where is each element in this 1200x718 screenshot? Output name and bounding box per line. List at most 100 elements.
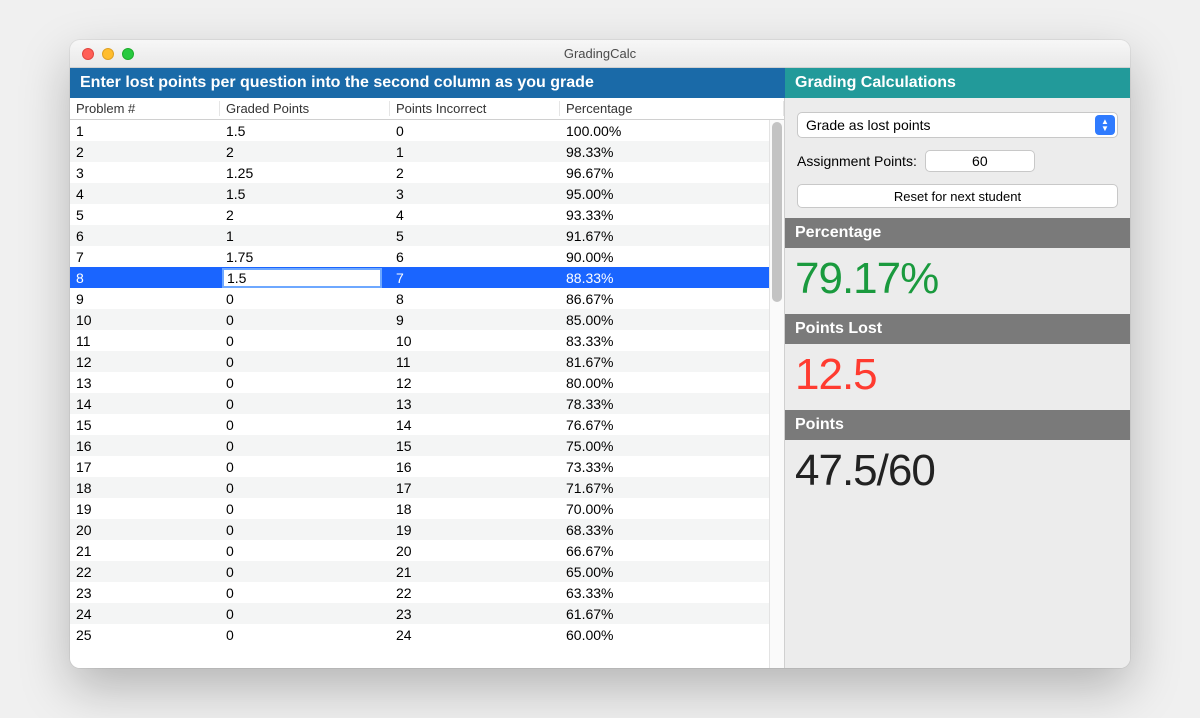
cell-incorrect[interactable]: 21 — [390, 564, 560, 580]
cell-percentage[interactable]: 60.00% — [560, 627, 784, 643]
cell-problem[interactable]: 18 — [70, 480, 220, 496]
cell-graded[interactable]: 0 — [220, 375, 390, 391]
cell-graded[interactable]: 0 — [220, 459, 390, 475]
cell-percentage[interactable]: 96.67% — [560, 165, 784, 181]
table-row[interactable]: 22198.33% — [70, 141, 784, 162]
cell-graded[interactable]: 0 — [220, 312, 390, 328]
table-row[interactable]: 2202165.00% — [70, 561, 784, 582]
cell-percentage[interactable]: 90.00% — [560, 249, 784, 265]
cell-incorrect[interactable]: 18 — [390, 501, 560, 517]
cell-graded[interactable]: 2 — [220, 144, 390, 160]
cell-percentage[interactable]: 61.67% — [560, 606, 784, 622]
column-header-incorrect[interactable]: Points Incorrect — [390, 101, 560, 116]
cell-graded[interactable]: 1.25 — [220, 165, 390, 181]
table-row[interactable]: 61591.67% — [70, 225, 784, 246]
cell-incorrect[interactable]: 10 — [390, 333, 560, 349]
table-row[interactable]: 31.25296.67% — [70, 162, 784, 183]
cell-graded[interactable]: 0 — [220, 543, 390, 559]
cell-problem[interactable]: 9 — [70, 291, 220, 307]
cell-problem[interactable]: 4 — [70, 186, 220, 202]
table-row[interactable]: 1801771.67% — [70, 477, 784, 498]
cell-percentage[interactable]: 98.33% — [560, 144, 784, 160]
cell-percentage[interactable]: 86.67% — [560, 291, 784, 307]
cell-problem[interactable]: 5 — [70, 207, 220, 223]
reset-button[interactable]: Reset for next student — [797, 184, 1118, 208]
table-row[interactable]: 1701673.33% — [70, 456, 784, 477]
cell-problem[interactable]: 19 — [70, 501, 220, 517]
cell-percentage[interactable]: 71.67% — [560, 480, 784, 496]
table-row[interactable]: 90886.67% — [70, 288, 784, 309]
cell-percentage[interactable]: 91.67% — [560, 228, 784, 244]
cell-problem[interactable]: 24 — [70, 606, 220, 622]
close-icon[interactable] — [82, 48, 94, 60]
cell-graded[interactable]: 0 — [220, 354, 390, 370]
cell-percentage[interactable]: 75.00% — [560, 438, 784, 454]
cell-problem[interactable]: 21 — [70, 543, 220, 559]
cell-percentage[interactable]: 85.00% — [560, 312, 784, 328]
table-row[interactable]: 71.75690.00% — [70, 246, 784, 267]
cell-problem[interactable]: 17 — [70, 459, 220, 475]
minimize-icon[interactable] — [102, 48, 114, 60]
cell-problem[interactable]: 6 — [70, 228, 220, 244]
cell-problem[interactable]: 22 — [70, 564, 220, 580]
table-row[interactable]: 8 788.33% — [70, 267, 784, 288]
cell-incorrect[interactable]: 0 — [390, 123, 560, 139]
cell-problem[interactable]: 13 — [70, 375, 220, 391]
cell-graded[interactable]: 0 — [220, 627, 390, 643]
cell-problem[interactable]: 15 — [70, 417, 220, 433]
table-row[interactable]: 1301280.00% — [70, 372, 784, 393]
cell-graded[interactable]: 0 — [220, 417, 390, 433]
cell-problem[interactable]: 10 — [70, 312, 220, 328]
cell-percentage[interactable]: 81.67% — [560, 354, 784, 370]
table-row[interactable]: 2402361.67% — [70, 603, 784, 624]
table-body[interactable]: 11.50100.00%22198.33%31.25296.67%41.5395… — [70, 120, 784, 668]
cell-graded[interactable]: 0 — [220, 438, 390, 454]
table-row[interactable]: 2001968.33% — [70, 519, 784, 540]
cell-problem[interactable]: 25 — [70, 627, 220, 643]
table-row[interactable]: 2102066.67% — [70, 540, 784, 561]
cell-percentage[interactable]: 63.33% — [560, 585, 784, 601]
cell-incorrect[interactable]: 7 — [390, 270, 560, 286]
column-header-problem[interactable]: Problem # — [70, 101, 220, 116]
cell-graded[interactable] — [220, 268, 390, 288]
table-row[interactable]: 2502460.00% — [70, 624, 784, 645]
cell-incorrect[interactable]: 5 — [390, 228, 560, 244]
table-row[interactable]: 1501476.67% — [70, 414, 784, 435]
cell-problem[interactable]: 7 — [70, 249, 220, 265]
cell-percentage[interactable]: 93.33% — [560, 207, 784, 223]
cell-percentage[interactable]: 65.00% — [560, 564, 784, 580]
cell-problem[interactable]: 8 — [70, 270, 220, 286]
cell-incorrect[interactable]: 8 — [390, 291, 560, 307]
assignment-points-input[interactable] — [925, 150, 1035, 172]
cell-percentage[interactable]: 100.00% — [560, 123, 784, 139]
cell-incorrect[interactable]: 16 — [390, 459, 560, 475]
cell-percentage[interactable]: 88.33% — [560, 270, 784, 286]
cell-percentage[interactable]: 83.33% — [560, 333, 784, 349]
scrollbar[interactable] — [769, 120, 784, 668]
cell-incorrect[interactable]: 4 — [390, 207, 560, 223]
cell-percentage[interactable]: 73.33% — [560, 459, 784, 475]
cell-incorrect[interactable]: 22 — [390, 585, 560, 601]
cell-problem[interactable]: 2 — [70, 144, 220, 160]
table-row[interactable]: 1201181.67% — [70, 351, 784, 372]
cell-graded[interactable]: 0 — [220, 333, 390, 349]
cell-graded[interactable]: 1.75 — [220, 249, 390, 265]
cell-percentage[interactable]: 95.00% — [560, 186, 784, 202]
cell-incorrect[interactable]: 3 — [390, 186, 560, 202]
cell-problem[interactable]: 16 — [70, 438, 220, 454]
graded-points-input[interactable] — [222, 268, 382, 288]
cell-problem[interactable]: 11 — [70, 333, 220, 349]
cell-incorrect[interactable]: 20 — [390, 543, 560, 559]
cell-incorrect[interactable]: 19 — [390, 522, 560, 538]
table-row[interactable]: 52493.33% — [70, 204, 784, 225]
table-row[interactable]: 1101083.33% — [70, 330, 784, 351]
cell-incorrect[interactable]: 13 — [390, 396, 560, 412]
cell-incorrect[interactable]: 6 — [390, 249, 560, 265]
table-row[interactable]: 2302263.33% — [70, 582, 784, 603]
cell-incorrect[interactable]: 9 — [390, 312, 560, 328]
cell-percentage[interactable]: 70.00% — [560, 501, 784, 517]
cell-problem[interactable]: 14 — [70, 396, 220, 412]
cell-incorrect[interactable]: 15 — [390, 438, 560, 454]
cell-graded[interactable]: 0 — [220, 396, 390, 412]
cell-graded[interactable]: 0 — [220, 522, 390, 538]
